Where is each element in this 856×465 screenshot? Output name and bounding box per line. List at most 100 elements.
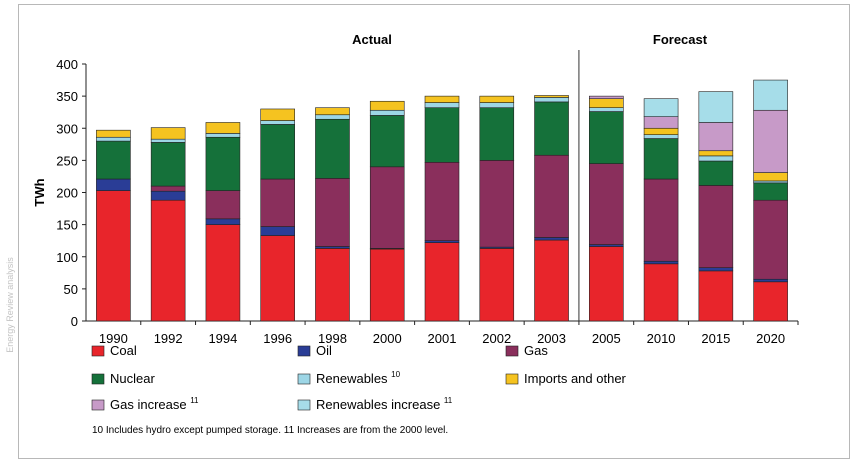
bar-segment-coal [315, 248, 350, 322]
legend-label: Gas [524, 343, 548, 358]
y-tick-label: 150 [56, 218, 78, 233]
y-tick-label: 300 [56, 121, 78, 136]
bar-segment-nuclear [589, 111, 624, 164]
y-axis-label: TWh [32, 178, 47, 206]
y-tick-label: 250 [56, 153, 78, 168]
bar-segment-imports-and-other [534, 95, 569, 98]
bar-segment-nuclear [698, 160, 734, 186]
footnote: 10 Includes hydro except pumped storage.… [92, 425, 448, 436]
bar-segment-oil [698, 267, 734, 272]
x-tick-label: 2003 [537, 331, 566, 346]
section-label-actual: Actual [352, 32, 392, 47]
bar-segment-nuclear [753, 182, 788, 201]
legend-swatch [91, 399, 105, 411]
bar-segment-imports-and-other [96, 129, 131, 138]
x-tick-label: 1992 [154, 331, 183, 346]
bar-segment-coal [698, 270, 734, 322]
bar-segment-gas [479, 160, 515, 248]
y-tick-label: 50 [64, 282, 78, 297]
legend-label: Oil [316, 343, 332, 358]
x-tick-label: 1994 [208, 331, 237, 346]
bar-segment-oil [534, 237, 569, 241]
bar-segment-oil [96, 178, 131, 191]
x-tick-label: 2000 [373, 331, 402, 346]
bar-segment-nuclear [534, 101, 569, 156]
y-tick-label: 0 [71, 314, 78, 329]
bar-segment-renewables [369, 109, 405, 116]
bar-segment-coal [150, 199, 186, 322]
bar-segment-renewables [479, 102, 515, 108]
x-tick-label: 2005 [592, 331, 621, 346]
bar-segment-gas [315, 178, 350, 247]
legend-swatch [91, 373, 105, 385]
bar-segment-renewables-increase [643, 98, 679, 117]
y-tick-label: 200 [56, 186, 78, 201]
legend-label: Renewables 10 [316, 370, 401, 386]
bar-segment-nuclear [96, 140, 131, 180]
bar-segment-renewables-increase [753, 79, 788, 111]
bar-segment-coal [534, 239, 569, 322]
x-tick-label: 1990 [99, 331, 128, 346]
bar-segment-oil [205, 218, 241, 225]
x-tick-label: 1998 [318, 331, 347, 346]
bar-segment-oil [753, 278, 788, 283]
bar-segment-renewables [205, 133, 241, 138]
bar-segment-nuclear [260, 124, 295, 180]
bar-segment-renewables [315, 114, 350, 120]
bar-segment-renewables-increase [698, 91, 734, 123]
bar-segment-imports-and-other [643, 127, 679, 135]
bar-segment-renewables [96, 136, 131, 142]
bar-segment-gas [589, 163, 624, 245]
legend-swatch [297, 345, 311, 357]
bar-segment-coal [479, 248, 515, 322]
bar-segment-imports-and-other [260, 108, 295, 121]
bar-segment-nuclear [369, 115, 405, 168]
legend-swatch [505, 373, 519, 385]
bar-segment-nuclear [479, 107, 515, 161]
bar-segment-renewables [534, 97, 569, 103]
bar-segment-coal [643, 263, 679, 322]
bar-segment-renewables [150, 138, 186, 143]
bar-segment-imports-and-other [369, 100, 405, 111]
bar-segment-gas-increase [589, 95, 624, 99]
bar-segment-renewables [643, 134, 679, 139]
bar-segment-gas [369, 166, 405, 249]
bar-segment-gas [205, 190, 241, 220]
bar-segment-renewables [589, 107, 624, 112]
bar-segment-imports-and-other [698, 150, 734, 157]
bar-segment-imports-and-other [315, 107, 350, 116]
x-tick-label: 2010 [647, 331, 676, 346]
bar-segment-renewables [424, 102, 460, 108]
bar-segment-nuclear [205, 136, 241, 191]
y-tick-label: 100 [56, 250, 78, 265]
bar-segment-gas [424, 162, 460, 241]
chart-frame [18, 4, 850, 459]
bar-segment-gas-increase [643, 116, 679, 129]
legend-label: Renewables increase 11 [316, 396, 453, 412]
section-label-forecast: Forecast [653, 32, 708, 47]
bar-segment-nuclear [315, 118, 350, 179]
legend-swatch [297, 373, 311, 385]
bar-segment-imports-and-other [479, 95, 515, 103]
bar-segment-coal [369, 248, 405, 322]
x-tick-label: 1996 [263, 331, 292, 346]
bar-segment-nuclear [643, 138, 679, 180]
legend-swatch [505, 345, 519, 357]
bar-segment-coal [260, 235, 295, 322]
bar-segment-gas [698, 185, 734, 268]
bar-segment-coal [589, 246, 624, 322]
y-tick-label: 350 [56, 89, 78, 104]
bar-segment-imports-and-other [753, 172, 788, 182]
bar-segment-renewables [260, 120, 295, 125]
bar-segment-imports-and-other [150, 127, 186, 140]
bar-segment-gas [643, 178, 679, 262]
bar-segment-renewables [698, 155, 734, 162]
bar-segment-coal [424, 242, 460, 322]
bar-segment-imports-and-other [589, 98, 624, 108]
bar-segment-coal [753, 281, 788, 322]
x-tick-label: 2002 [482, 331, 511, 346]
bar-segment-nuclear [150, 142, 186, 187]
bar-segment-gas [534, 154, 569, 238]
bar-segment-gas [150, 185, 186, 192]
bar-segment-oil [150, 190, 186, 201]
